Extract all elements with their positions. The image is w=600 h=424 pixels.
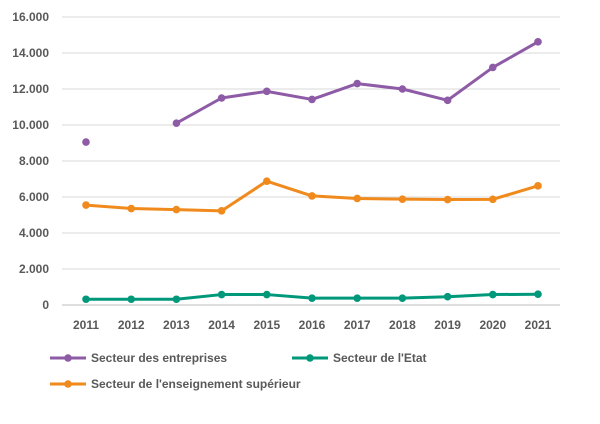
x-tick-label: 2016 [299, 318, 326, 332]
x-tick-label: 2014 [208, 318, 235, 332]
data-point [127, 295, 135, 304]
data-point [398, 294, 407, 302]
data-point [353, 194, 362, 203]
legend-item: Secteur de l'Etat [292, 351, 427, 365]
data-point [353, 294, 362, 302]
data-point [353, 79, 362, 88]
data-point [263, 87, 271, 96]
data-point [263, 290, 271, 299]
legend-marker [64, 380, 72, 388]
x-tick-label: 2013 [163, 318, 190, 332]
x-tick-label: 2011 [73, 318, 99, 332]
data-point [443, 292, 452, 301]
x-tick-label: 2020 [479, 318, 506, 332]
data-point [172, 295, 181, 304]
data-point [82, 295, 90, 304]
data-point [534, 38, 542, 46]
y-tick-label: 4.000 [19, 226, 49, 240]
legend-item: Secteur des entreprises [50, 351, 227, 365]
data-point [489, 195, 497, 204]
data-point [534, 182, 542, 190]
data-point [82, 138, 90, 146]
y-tick-label: 16.000 [12, 10, 49, 24]
x-tick-label: 2018 [389, 318, 416, 332]
y-tick-label: 12.000 [12, 82, 49, 96]
data-point [534, 290, 542, 299]
data-point [443, 195, 452, 204]
x-axis-tick-labels: 2011 2012 2013 2014 2015 2016 2017 2018 2019 2020… [73, 318, 552, 332]
data-point [398, 85, 407, 93]
series-points [82, 38, 542, 304]
x-tick-label: 2012 [118, 318, 145, 332]
data-point [308, 192, 316, 200]
legend: Secteur des entreprises Secteur de l'Etat… [50, 351, 427, 391]
y-tick-label: 0 [42, 298, 49, 312]
data-point [127, 204, 135, 213]
data-point [217, 207, 226, 215]
data-point [263, 177, 271, 185]
data-point [172, 119, 181, 127]
legend-label: Secteur de l'Etat [333, 351, 427, 365]
legend-marker [64, 354, 72, 362]
data-point [443, 96, 452, 105]
legend-item: Secteur de l'enseignement supérieur [50, 377, 301, 391]
y-tick-label: 14.000 [12, 46, 49, 60]
data-point [398, 195, 407, 203]
x-tick-label: 2015 [253, 318, 280, 332]
data-point [489, 290, 497, 299]
y-tick-label: 6.000 [19, 190, 49, 204]
y-tick-label: 2.000 [19, 262, 49, 276]
data-point [172, 205, 181, 214]
data-point [82, 201, 90, 209]
data-point [308, 95, 316, 104]
data-point [308, 294, 316, 302]
data-point [217, 94, 226, 102]
gridlines [62, 16, 560, 306]
legend-marker [306, 354, 314, 362]
legend-label: Secteur des entreprises [91, 351, 227, 365]
y-tick-label: 10.000 [12, 118, 49, 132]
series-lines [84, 40, 540, 301]
y-axis-tick-labels: 0 2.000 4.000 6.000 8.000 10.000 12.000 14.000 1… [12, 10, 49, 312]
x-tick-label: 2021 [525, 318, 552, 332]
legend-label: Secteur de l'enseignement supérieur [91, 377, 301, 391]
y-tick-label: 8.000 [19, 154, 49, 168]
x-tick-label: 2019 [434, 318, 461, 332]
data-point [489, 63, 497, 72]
x-tick-label: 2017 [344, 318, 371, 332]
data-point [217, 290, 226, 299]
